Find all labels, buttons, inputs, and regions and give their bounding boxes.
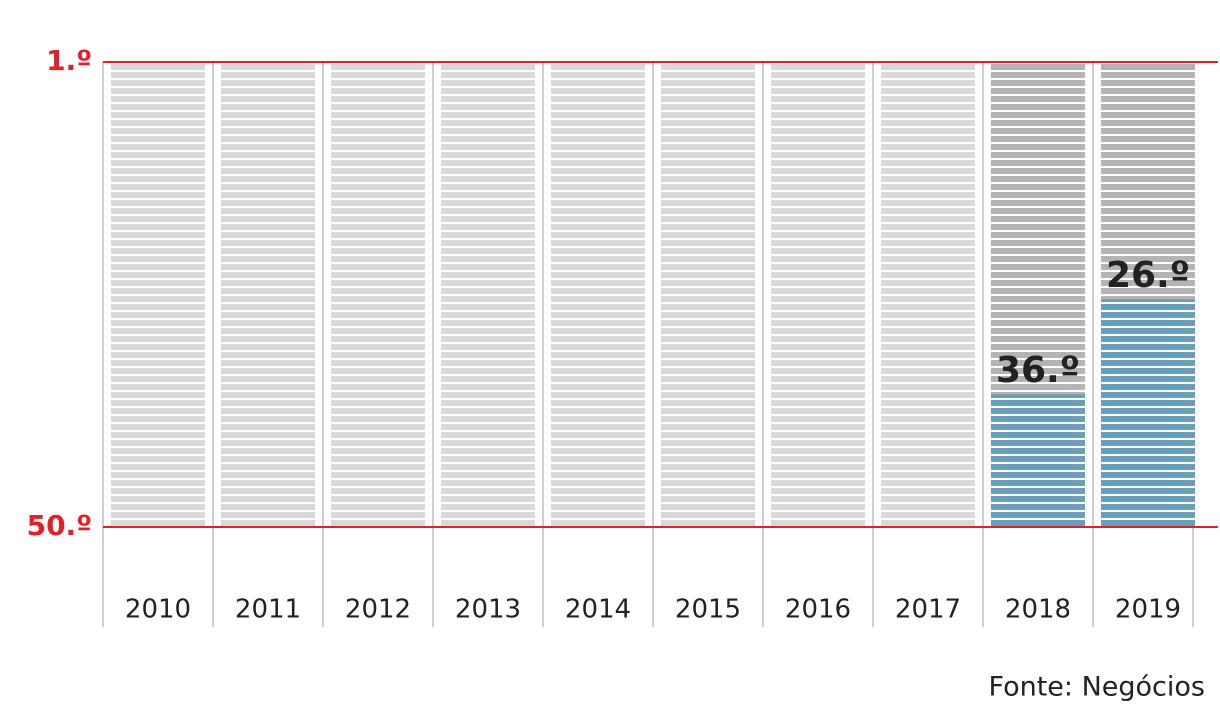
y-tick-label: 1.º	[46, 44, 92, 77]
column-background	[771, 62, 865, 527]
x-tick-label: 2014	[565, 595, 631, 625]
bar	[991, 394, 1085, 527]
column-background	[661, 62, 755, 527]
x-tick-label: 2017	[895, 595, 961, 625]
column-background	[441, 62, 535, 527]
x-tick-label: 2010	[125, 595, 191, 625]
column-background	[881, 62, 975, 527]
x-tick-label: 2018	[1005, 595, 1071, 625]
x-tick-label: 2016	[785, 595, 851, 625]
x-tick-label: 2012	[345, 595, 411, 625]
value-label: 36.º	[996, 350, 1080, 391]
column-background	[221, 62, 315, 527]
column-background	[551, 62, 645, 527]
bar	[1101, 299, 1195, 527]
x-tick-label: 2013	[455, 595, 521, 625]
x-tick-label: 2019	[1115, 595, 1181, 625]
y-tick-label: 50.º	[27, 509, 92, 542]
x-tick-label: 2015	[675, 595, 741, 625]
column-background	[331, 62, 425, 527]
value-label: 26.º	[1106, 255, 1190, 296]
source: Fonte: Negócios	[989, 672, 1205, 703]
column-background	[111, 62, 205, 527]
x-tick-label: 2011	[235, 595, 301, 625]
